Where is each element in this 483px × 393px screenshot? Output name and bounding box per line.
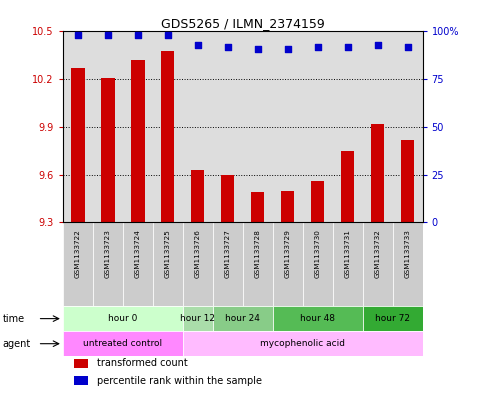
Text: percentile rank within the sample: percentile rank within the sample (97, 376, 262, 386)
Bar (273, 306, 363, 331)
Bar (131, 60, 144, 222)
Point (164, 32, 171, 39)
Bar (363, 222, 393, 306)
Bar (73, 376, 88, 385)
Bar (221, 175, 234, 222)
Bar (183, 222, 213, 306)
Text: GSM1133728: GSM1133728 (255, 229, 261, 278)
Bar (393, 222, 423, 306)
Bar (213, 306, 273, 331)
Point (104, 32, 112, 39)
Bar (242, 222, 273, 306)
Point (314, 44, 322, 50)
Text: GSM1133724: GSM1133724 (135, 229, 141, 278)
Text: transformed count: transformed count (97, 358, 188, 369)
Bar (213, 222, 242, 306)
Bar (93, 222, 123, 306)
Bar (101, 77, 114, 222)
Text: GSM1133726: GSM1133726 (195, 229, 201, 278)
Bar (191, 170, 204, 222)
Point (194, 42, 201, 48)
Text: GSM1133731: GSM1133731 (345, 229, 351, 278)
Bar (311, 181, 325, 222)
Text: hour 12: hour 12 (180, 314, 215, 323)
Text: hour 24: hour 24 (225, 314, 260, 323)
Bar (73, 359, 88, 368)
Text: hour 72: hour 72 (375, 314, 410, 323)
Bar (63, 222, 93, 306)
Bar (333, 222, 363, 306)
Bar (183, 331, 423, 356)
Bar (303, 222, 333, 306)
Text: GSM1133730: GSM1133730 (314, 229, 321, 278)
Bar (123, 222, 153, 306)
Text: hour 0: hour 0 (108, 314, 138, 323)
Bar (161, 51, 174, 222)
Text: agent: agent (2, 339, 30, 349)
Bar (183, 306, 213, 331)
Text: GSM1133725: GSM1133725 (165, 229, 171, 278)
Text: GSM1133732: GSM1133732 (375, 229, 381, 278)
Bar (401, 140, 414, 222)
Bar (281, 191, 295, 222)
Text: untreated control: untreated control (83, 339, 162, 348)
Point (404, 44, 412, 50)
Point (344, 44, 352, 50)
Bar (341, 151, 355, 222)
Bar (153, 222, 183, 306)
Text: GSM1133723: GSM1133723 (105, 229, 111, 278)
Bar (63, 331, 183, 356)
Text: GSM1133733: GSM1133733 (405, 229, 411, 278)
Bar (363, 306, 423, 331)
Bar (251, 192, 265, 222)
Bar (371, 124, 384, 222)
Bar (273, 222, 303, 306)
Point (74, 32, 82, 39)
Text: mycophenolic acid: mycophenolic acid (260, 339, 345, 348)
Point (134, 32, 142, 39)
Bar (71, 68, 85, 222)
Title: GDS5265 / ILMN_2374159: GDS5265 / ILMN_2374159 (161, 17, 325, 30)
Point (254, 46, 262, 52)
Text: GSM1133727: GSM1133727 (225, 229, 231, 278)
Point (224, 44, 231, 50)
Text: GSM1133729: GSM1133729 (284, 229, 291, 278)
Point (284, 46, 292, 52)
Bar (63, 306, 183, 331)
Point (374, 42, 382, 48)
Text: hour 48: hour 48 (300, 314, 335, 323)
Text: time: time (2, 314, 25, 323)
Text: GSM1133722: GSM1133722 (75, 229, 81, 278)
